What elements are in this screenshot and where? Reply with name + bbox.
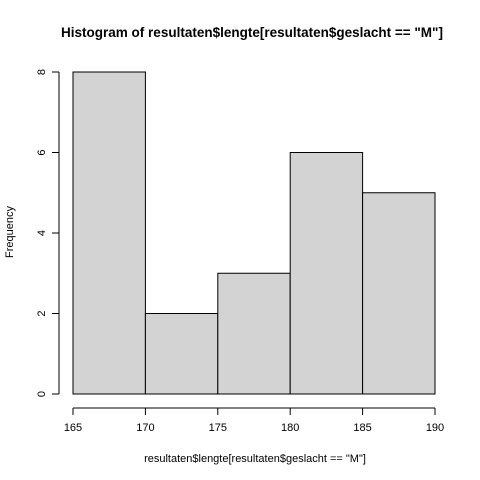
x-axis-label: resultaten$lengte[resultaten$geslacht ==…	[144, 453, 366, 465]
y-tick-label: 0	[36, 391, 48, 397]
y-axis: 0 2 4 6 8	[36, 69, 60, 397]
x-tick-label: 185	[353, 422, 371, 434]
histogram-bar-1	[144, 313, 219, 395]
y-tick-label: 4	[36, 230, 48, 236]
x-tick-label: 180	[281, 422, 299, 434]
chart-title: Histogram of resultaten$lengte[resultate…	[61, 25, 443, 40]
histogram-bar-0	[72, 71, 146, 395]
x-tick-label: 170	[136, 422, 154, 434]
y-tick-label: 6	[36, 149, 48, 155]
histogram-bar-4	[362, 192, 436, 395]
histogram-bar-2	[217, 272, 291, 395]
bars-group	[72, 71, 436, 395]
x-tick-label: 165	[64, 422, 82, 434]
y-tick-label: 2	[36, 310, 48, 316]
x-axis: 165 170 175 180 185 190	[64, 407, 444, 434]
x-tick-label: 190	[426, 422, 444, 434]
histogram-bar-3	[289, 152, 364, 395]
y-axis-label: Frequency	[4, 206, 16, 258]
y-tick-label: 8	[36, 69, 48, 75]
x-tick-label: 175	[209, 422, 227, 434]
